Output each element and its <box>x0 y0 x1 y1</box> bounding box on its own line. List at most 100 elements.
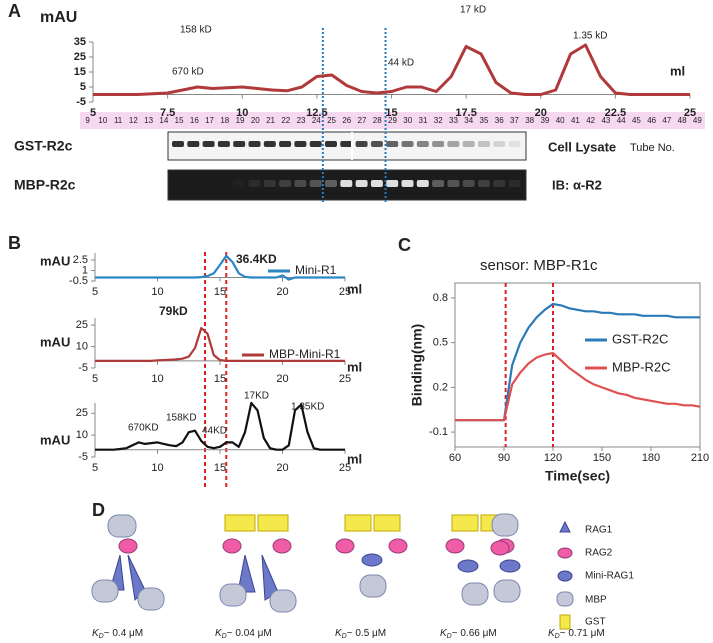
tube-number: 43 <box>601 116 610 125</box>
annotation: 36.4KD <box>236 252 277 266</box>
y-axis-label: mAU <box>40 432 70 447</box>
annotation: 17 kD <box>460 5 486 16</box>
band <box>309 180 322 187</box>
band <box>370 180 383 187</box>
legend-label: RAG2 <box>585 548 613 559</box>
y-tick-label: 25 <box>76 407 88 419</box>
mbp <box>493 579 521 603</box>
kd-label: KD~ 0.04 μM <box>215 628 272 640</box>
band <box>401 180 414 187</box>
band <box>478 141 490 147</box>
x-tick-label: 15 <box>214 286 226 298</box>
x-tick-label: 20 <box>276 462 288 474</box>
tube-number: 24 <box>312 116 321 125</box>
band <box>370 141 383 147</box>
x-axis-label: Time(sec) <box>545 468 610 484</box>
x-tick-label: 60 <box>449 452 461 464</box>
tube-number: 39 <box>540 116 549 125</box>
x-tick-label: 5 <box>90 107 96 119</box>
tube-number: 21 <box>266 116 275 125</box>
band <box>478 180 490 187</box>
band <box>233 141 246 147</box>
kd-symbol: K <box>548 628 556 639</box>
band <box>263 180 276 187</box>
tube-number: 42 <box>586 116 595 125</box>
tube-number: 31 <box>419 116 428 125</box>
band <box>294 141 307 147</box>
y-axis-label: mAU <box>40 334 70 349</box>
annotation: 158KD <box>166 413 197 424</box>
legend-label: GST-R2C <box>612 331 668 346</box>
x-tick-label: 20 <box>276 373 288 385</box>
blot-bands <box>172 132 521 187</box>
band <box>172 141 184 147</box>
x-tick-label: 20 <box>535 107 547 119</box>
x-tick-label: 7.5 <box>160 107 175 119</box>
x-tick-label: 17.5 <box>455 107 476 119</box>
tube-number: 10 <box>98 116 107 125</box>
tube-number: 37 <box>510 116 519 125</box>
band <box>355 141 368 147</box>
tube-number: 47 <box>662 116 671 125</box>
kd-symbol: K <box>215 628 223 639</box>
kd-sub: D <box>447 633 452 640</box>
band <box>263 141 276 147</box>
rag2 <box>222 538 242 554</box>
band <box>432 141 445 147</box>
data-line <box>93 43 690 96</box>
band <box>340 180 353 187</box>
tube-number: 11 <box>114 116 123 125</box>
mbp <box>107 514 137 538</box>
x-tick-label: 12.5 <box>306 107 327 119</box>
x-axis-label: ml <box>347 359 362 374</box>
tube-number: 14 <box>159 116 168 125</box>
tube-number: 12 <box>129 116 138 125</box>
band <box>325 141 337 147</box>
tube-number: 32 <box>434 116 443 125</box>
y-tick-label: -0.1 <box>429 426 448 438</box>
legend-label: MBP-R2C <box>612 359 671 374</box>
y-axis-label: Binding(nm) <box>409 324 425 406</box>
band <box>432 180 445 187</box>
x-axis-label: ml <box>347 451 362 466</box>
tube-number: 46 <box>647 116 656 125</box>
kd-text: ~ 0.04 μM <box>227 628 272 639</box>
x-tick-label: 15 <box>214 373 226 385</box>
tube-number: 35 <box>480 116 489 125</box>
tube-number: 16 <box>190 116 199 125</box>
band <box>386 180 399 187</box>
band <box>202 141 215 147</box>
tube-number: 20 <box>251 116 260 125</box>
gst <box>344 514 401 532</box>
tube-number: 36 <box>495 116 504 125</box>
blot-note: Cell Lysate <box>548 139 616 154</box>
band <box>493 141 506 147</box>
y-tick-label: -5 <box>76 96 86 108</box>
mbp <box>359 574 387 598</box>
x-tick-label: 25 <box>684 107 696 119</box>
band <box>279 180 292 187</box>
band <box>233 180 245 187</box>
kd-symbol: K <box>335 628 343 639</box>
kd-symbol: K <box>440 628 448 639</box>
y-tick-label: 0.8 <box>433 292 448 304</box>
tube-number: 17 <box>205 116 214 125</box>
data-line <box>455 352 701 422</box>
kd-text: ~ 0.71 μM <box>560 628 605 639</box>
x-tick-label: 20 <box>276 286 288 298</box>
x-tick-label: 210 <box>691 452 709 464</box>
band <box>217 141 230 147</box>
band <box>401 141 414 147</box>
mini-rag1 <box>457 559 479 573</box>
kd-sub: D <box>99 633 104 640</box>
y-tick-label: -5 <box>78 362 88 374</box>
data-line <box>95 254 345 281</box>
tube-number: 40 <box>556 116 565 125</box>
y-tick-label: 5 <box>80 81 86 93</box>
x-tick-label: 10 <box>151 373 163 385</box>
legend-label: GST <box>585 617 606 628</box>
y-tick-label: 1 <box>82 264 88 276</box>
band <box>248 141 261 147</box>
annotation: 1.35KD <box>291 402 324 413</box>
